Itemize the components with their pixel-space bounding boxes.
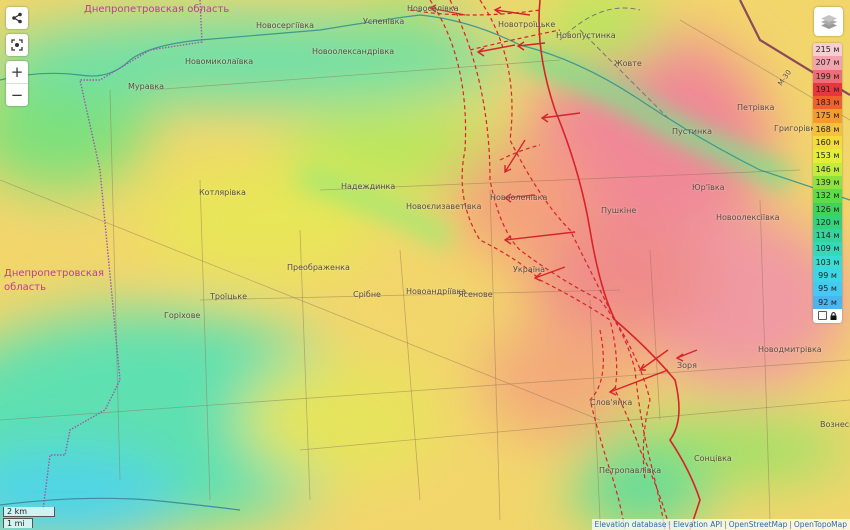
attribution-link[interactable]: OpenStreetMap xyxy=(728,520,788,529)
scale-metric: 2 km xyxy=(3,507,55,517)
place-label: Горіхове xyxy=(164,311,201,320)
place-label: Новосергіївка xyxy=(256,21,315,30)
place-label: Новоолексіївка xyxy=(716,213,780,222)
legend-item: 168 м xyxy=(813,122,842,137)
region-label: Днепропетровская область xyxy=(4,267,104,295)
attack-arrows xyxy=(428,4,698,396)
legend-item: 109 м xyxy=(813,242,842,256)
attribution-link[interactable]: OpenTopoMap xyxy=(793,520,847,529)
legend-item: 183 м xyxy=(813,96,842,110)
legend-item: 153 м xyxy=(813,149,842,163)
legend-item: 92 м xyxy=(813,295,842,309)
place-label: Новопустинка xyxy=(556,31,616,40)
legend-item: 215 м xyxy=(813,43,842,57)
legend-item: 132 м xyxy=(813,189,842,203)
place-label: Вознесенка xyxy=(820,420,850,429)
locate-button[interactable] xyxy=(6,34,28,56)
place-label: Новоолександрівка xyxy=(312,47,395,56)
zoom-in-button[interactable]: + xyxy=(10,63,24,81)
place-label: Слов'янка xyxy=(590,398,633,407)
road-network xyxy=(0,19,850,521)
place-label: Новомиколаївка xyxy=(185,57,254,66)
legend-item: 95 м xyxy=(813,282,842,296)
place-label: Успенівка xyxy=(363,17,405,26)
lock-icon[interactable] xyxy=(830,312,837,320)
legend-item: 146 м xyxy=(813,162,842,176)
place-label: Срібне xyxy=(353,290,381,299)
place-label: Петропавлівка xyxy=(599,466,662,475)
place-label: Надеждинка xyxy=(341,182,396,191)
place-label: Новотроїцьке xyxy=(498,20,556,29)
place-label: Ясенове xyxy=(458,290,493,299)
layers-icon xyxy=(820,14,837,29)
legend-item: 114 м xyxy=(813,229,842,243)
attribution-link[interactable]: Elevation API xyxy=(673,520,723,529)
place-label: Жовте xyxy=(614,59,642,68)
front-line-dashed xyxy=(429,0,671,530)
place-label: Муравка xyxy=(128,82,165,91)
river xyxy=(0,14,850,201)
share-button[interactable] xyxy=(6,7,28,29)
front-line xyxy=(409,0,701,530)
place-label: Новоєлизаветівка xyxy=(406,202,482,211)
place-label: Новоандріївка xyxy=(406,287,467,296)
legend-item: 126 м xyxy=(813,202,842,216)
region-name: Днепропетровская область xyxy=(4,268,105,293)
legend-item: 207 м xyxy=(813,56,842,70)
legend-item: 139 м xyxy=(813,175,842,190)
place-label: Григорівка xyxy=(774,124,821,133)
legend-item: 175 м xyxy=(813,109,842,123)
region-name: Днепропетровская область xyxy=(84,4,230,15)
legend-item: 160 м xyxy=(813,136,842,150)
place-label: Пустинка xyxy=(672,127,712,136)
place-label: Сонцівка xyxy=(694,454,732,463)
zoom-control: + − xyxy=(6,61,28,106)
legend-item: 103 м xyxy=(813,255,842,270)
place-label: Новоселівка xyxy=(407,4,459,13)
legend-item: 191 м xyxy=(813,82,842,97)
attribution: Elevation database | Elevation API | OpenStr… xyxy=(591,519,850,530)
place-label: Новодмитрівка xyxy=(758,345,822,354)
place-label: Преображенка xyxy=(287,263,350,272)
attribution-link[interactable]: Elevation database xyxy=(594,520,667,529)
legend-item: 199 м xyxy=(813,69,842,83)
scale-imperial: 1 mi xyxy=(3,518,33,528)
region-label: Днепропетровская область xyxy=(84,3,229,17)
place-label: Юр'ївка xyxy=(692,183,725,192)
layers-button[interactable] xyxy=(814,7,843,36)
place-label: Новооленівка xyxy=(490,193,548,202)
legend-item: 120 м xyxy=(813,215,842,230)
elevation-legend: 215 м 207 м 199 м 191 м 183 м 175 м 168 м 160 м… xyxy=(813,43,842,323)
place-label: Пушкіне xyxy=(601,206,637,215)
place-label: Котлярівка xyxy=(199,188,246,197)
share-icon xyxy=(12,12,22,24)
locate-icon xyxy=(11,39,23,51)
place-label: Петрівка xyxy=(737,103,775,112)
place-label: Україна xyxy=(513,265,546,274)
legend-checkbox[interactable] xyxy=(818,311,827,321)
place-label: Троїцьке xyxy=(210,292,247,301)
legend-item: 99 м xyxy=(813,269,842,283)
place-label: Зоря xyxy=(677,361,697,370)
zoom-out-button[interactable]: − xyxy=(6,83,28,106)
front-line-solid xyxy=(538,0,701,530)
